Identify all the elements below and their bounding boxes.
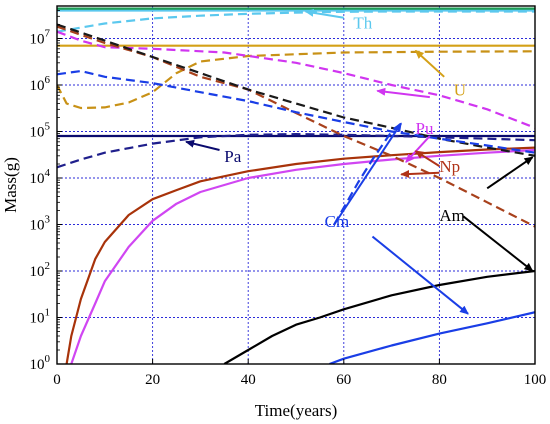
x-tick-label: 80	[432, 372, 447, 388]
y-tick-label: 100	[30, 353, 51, 373]
series-line-pu	[57, 30, 535, 129]
annotation-arrow-th	[304, 8, 344, 19]
annotation-arrow-cm	[333, 122, 402, 226]
x-tick-label: 60	[336, 372, 351, 388]
y-tick-label: 103	[30, 214, 51, 234]
series-line-am	[57, 23, 535, 157]
annotation-label-am: Am	[439, 206, 465, 225]
annotation-label-th: Th	[353, 14, 372, 33]
annotation-label-np: Np	[439, 157, 460, 176]
y-tick-label: 107	[30, 28, 51, 48]
annotation-arrow-np	[400, 169, 440, 178]
annotation-arrow-pu	[376, 87, 430, 99]
annotation-arrow-u	[414, 49, 445, 78]
y-tick-label: 106	[30, 74, 51, 94]
x-tick-label: 0	[53, 372, 61, 388]
annotation-arrow-am	[462, 215, 534, 272]
y-tick-label: 102	[30, 260, 51, 280]
y-tick-label: 101	[30, 307, 51, 327]
annotation-arrow-pu	[405, 135, 431, 163]
annotation-label-pa: Pa	[224, 147, 241, 166]
series-line-cm	[57, 69, 535, 154]
annotation-arrow-pa	[185, 139, 220, 151]
axis-ticks: 0 20 40 60 80 100 100 101 102 103 104 105 106 107	[30, 10, 547, 388]
y-axis-title: Mass(g)	[1, 157, 20, 213]
y-tick-label: 104	[30, 167, 51, 187]
series-line-pa	[57, 133, 535, 169]
series-line-u	[57, 50, 535, 110]
annotations: ThUPuPaNpAmCm	[185, 8, 534, 315]
y-tick-label: 105	[30, 121, 51, 141]
x-tick-label: 100	[524, 372, 547, 388]
series-line-cm	[329, 311, 535, 364]
annotation-arrow-cm	[371, 235, 469, 315]
annotation-label-pu: Pu	[416, 119, 434, 138]
annotation-arrow-np	[414, 150, 440, 167]
series-line-am	[223, 269, 535, 364]
series-lines	[57, 7, 535, 364]
series-line-th	[57, 10, 535, 33]
annotation-label-u: U	[454, 81, 466, 100]
annotation-arrow-am	[486, 156, 534, 190]
x-axis-title: Time(years)	[255, 401, 337, 420]
x-tick-label: 40	[241, 372, 256, 388]
x-tick-label: 20	[145, 372, 160, 388]
